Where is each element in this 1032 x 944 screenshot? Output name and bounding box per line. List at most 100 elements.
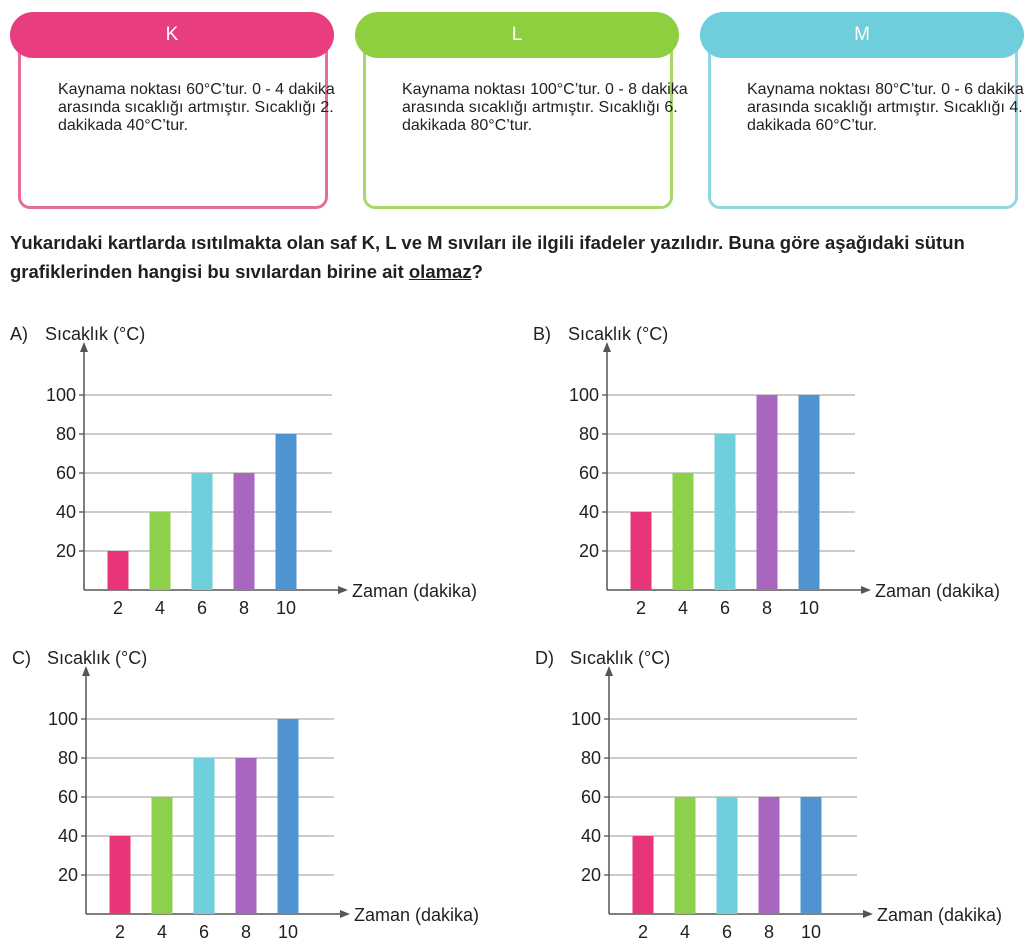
chart-c-ylabel: Sıcaklık (°C) bbox=[47, 648, 147, 668]
question-text: Yukarıdaki kartlarda ısıtılmakta olan sa… bbox=[10, 228, 1025, 286]
chart-a-option-label: A) bbox=[10, 324, 28, 344]
chart-a-ytick-label: 40 bbox=[56, 502, 76, 522]
chart-d-bar bbox=[716, 797, 738, 914]
chart-b-ytick-label: 60 bbox=[579, 463, 599, 483]
chart-a-xtick-label: 8 bbox=[239, 598, 249, 618]
chart-d-xtick-label: 6 bbox=[722, 922, 732, 942]
chart-b-xtick-label: 10 bbox=[799, 598, 819, 618]
chart-b-y-arrow bbox=[603, 342, 611, 352]
chart-a-svg: A) Sıcaklık (°C) 20 40 60 80 100 Zaman (dakika)… bbox=[10, 324, 477, 618]
chart-d-bar bbox=[758, 797, 780, 914]
chart-b-bar bbox=[630, 512, 652, 590]
chart-b-ytick-label: 20 bbox=[579, 541, 599, 561]
chart-d-xtick-label: 2 bbox=[638, 922, 648, 942]
chart-d-y-arrow bbox=[605, 666, 613, 676]
card-k-line1: Kaynama noktası 60°C’tur. bbox=[58, 81, 248, 98]
chart-c-xlabel: Zaman (dakika) bbox=[354, 905, 479, 925]
chart-b-bar bbox=[672, 473, 694, 590]
chart-b-xtick-label: 4 bbox=[678, 598, 688, 618]
chart-c-option-label: C) bbox=[12, 648, 31, 668]
card-l: L bbox=[355, 12, 679, 210]
chart-c-bar bbox=[235, 758, 257, 914]
chart-a-bar bbox=[107, 551, 129, 590]
chart-d-ylabel: Sıcaklık (°C) bbox=[570, 648, 670, 668]
chart-a-ytick-label: 100 bbox=[46, 385, 76, 405]
chart-b-xlabel: Zaman (dakika) bbox=[875, 581, 1000, 601]
chart-c-x-arrow bbox=[340, 910, 350, 918]
chart-a-bar bbox=[191, 473, 213, 590]
chart-a: A) Sıcaklık (°C) 20 40 60 80 100 Zaman (dakika)… bbox=[0, 310, 500, 618]
chart-d-option-label: D) bbox=[535, 648, 554, 668]
card-l-line3: Sıcaklığı 6. dakikada 80°C’tur. bbox=[402, 99, 678, 134]
chart-a-xlabel: Zaman (dakika) bbox=[352, 581, 477, 601]
card-k-line2: 0 - 4 dakika arasında sıcaklığı artmıştı… bbox=[58, 81, 335, 116]
chart-c-ytick-label: 80 bbox=[58, 748, 78, 768]
chart-a-ytick-label: 20 bbox=[56, 541, 76, 561]
chart-b-x-arrow bbox=[861, 586, 871, 594]
chart-a-bar bbox=[233, 473, 255, 590]
chart-c-bar bbox=[277, 719, 299, 914]
card-m-text: Kaynama noktası 80°C’tur. 0 - 6 dakika a… bbox=[747, 81, 1032, 279]
chart-d-ytick-label: 40 bbox=[581, 826, 601, 846]
card-m-tab: M bbox=[700, 12, 1024, 58]
chart-b-svg: B) Sıcaklık (°C) 20 40 60 80 100 Zaman (dakika)… bbox=[533, 324, 1000, 618]
card-m-line2: 0 - 6 dakika arasında sıcaklığı artmıştı… bbox=[747, 81, 1024, 116]
chart-b-bar bbox=[798, 395, 820, 590]
question-end: ? bbox=[471, 261, 483, 282]
card-m-line1: Kaynama noktası 80°C’tur. bbox=[747, 81, 937, 98]
chart-a-x-arrow bbox=[338, 586, 348, 594]
card-l-line1: Kaynama noktası 100°C’tur. bbox=[402, 81, 601, 98]
card-k: K bbox=[10, 12, 334, 210]
chart-a-bar bbox=[149, 512, 171, 590]
chart-b-xtick-label: 8 bbox=[762, 598, 772, 618]
chart-b-ytick-label: 40 bbox=[579, 502, 599, 522]
card-m-label: M bbox=[854, 24, 870, 45]
chart-b-option-label: B) bbox=[533, 324, 551, 344]
question-underlined: olamaz bbox=[408, 261, 472, 282]
chart-a-bar bbox=[275, 434, 297, 590]
chart-b-xtick-label: 6 bbox=[720, 598, 730, 618]
chart-a-ytick-label: 80 bbox=[56, 424, 76, 444]
chart-d-bar bbox=[632, 836, 654, 914]
chart-d-xtick-label: 8 bbox=[764, 922, 774, 942]
chart-c: C) Sıcaklık (°C) 20 40 60 80 100 Zaman (dakika)… bbox=[2, 634, 502, 942]
chart-c-ytick-label: 40 bbox=[58, 826, 78, 846]
card-m-line3: Sıcaklığı 4. dakikada 60°C’tur. bbox=[747, 99, 1023, 134]
chart-b-bar bbox=[714, 434, 736, 590]
card-k-label: K bbox=[165, 24, 179, 45]
chart-a-xtick-label: 4 bbox=[155, 598, 165, 618]
chart-c-ytick-label: 100 bbox=[48, 709, 78, 729]
chart-a-y-arrow bbox=[80, 342, 88, 352]
chart-b-ylabel: Sıcaklık (°C) bbox=[568, 324, 668, 344]
chart-c-ytick-label: 60 bbox=[58, 787, 78, 807]
chart-c-xtick-label: 8 bbox=[241, 922, 251, 942]
chart-a-ylabel: Sıcaklık (°C) bbox=[45, 324, 145, 344]
chart-b: B) Sıcaklık (°C) 20 40 60 80 100 Zaman (dakika)… bbox=[523, 310, 1023, 618]
chart-d-x-arrow bbox=[863, 910, 873, 918]
card-l-label: L bbox=[511, 24, 523, 45]
chart-d-xlabel: Zaman (dakika) bbox=[877, 905, 1002, 925]
chart-a-xtick-label: 6 bbox=[197, 598, 207, 618]
chart-c-xtick-label: 2 bbox=[115, 922, 125, 942]
card-l-tab: L bbox=[355, 12, 679, 58]
chart-c-xtick-label: 4 bbox=[157, 922, 167, 942]
card-l-text: Kaynama noktası 100°C’tur. 0 - 8 dakika … bbox=[402, 81, 722, 279]
chart-c-y-arrow bbox=[82, 666, 90, 676]
chart-d-svg: D) Sıcaklık (°C) 20 40 60 80 100 Zaman (dakika)… bbox=[535, 648, 1002, 942]
chart-c-xtick-label: 10 bbox=[278, 922, 298, 942]
chart-b-xtick-label: 2 bbox=[636, 598, 646, 618]
chart-c-ytick-label: 20 bbox=[58, 865, 78, 885]
chart-d-ytick-label: 80 bbox=[581, 748, 601, 768]
card-k-tab: K bbox=[10, 12, 334, 58]
question-main: Yukarıdaki kartlarda ısıtılmakta olan sa… bbox=[10, 232, 965, 282]
chart-a-ytick-label: 60 bbox=[56, 463, 76, 483]
card-k-text: Kaynama noktası 60°C’tur. 0 - 4 dakika a… bbox=[58, 81, 378, 279]
chart-d-ytick-label: 100 bbox=[571, 709, 601, 729]
chart-b-ytick-label: 80 bbox=[579, 424, 599, 444]
card-m: M bbox=[700, 12, 1024, 210]
chart-d-xtick-label: 4 bbox=[680, 922, 690, 942]
chart-d-bar bbox=[800, 797, 822, 914]
chart-d-bar bbox=[674, 797, 696, 914]
chart-b-bar bbox=[756, 395, 778, 590]
chart-c-svg: C) Sıcaklık (°C) 20 40 60 80 100 Zaman (dakika)… bbox=[12, 648, 479, 942]
